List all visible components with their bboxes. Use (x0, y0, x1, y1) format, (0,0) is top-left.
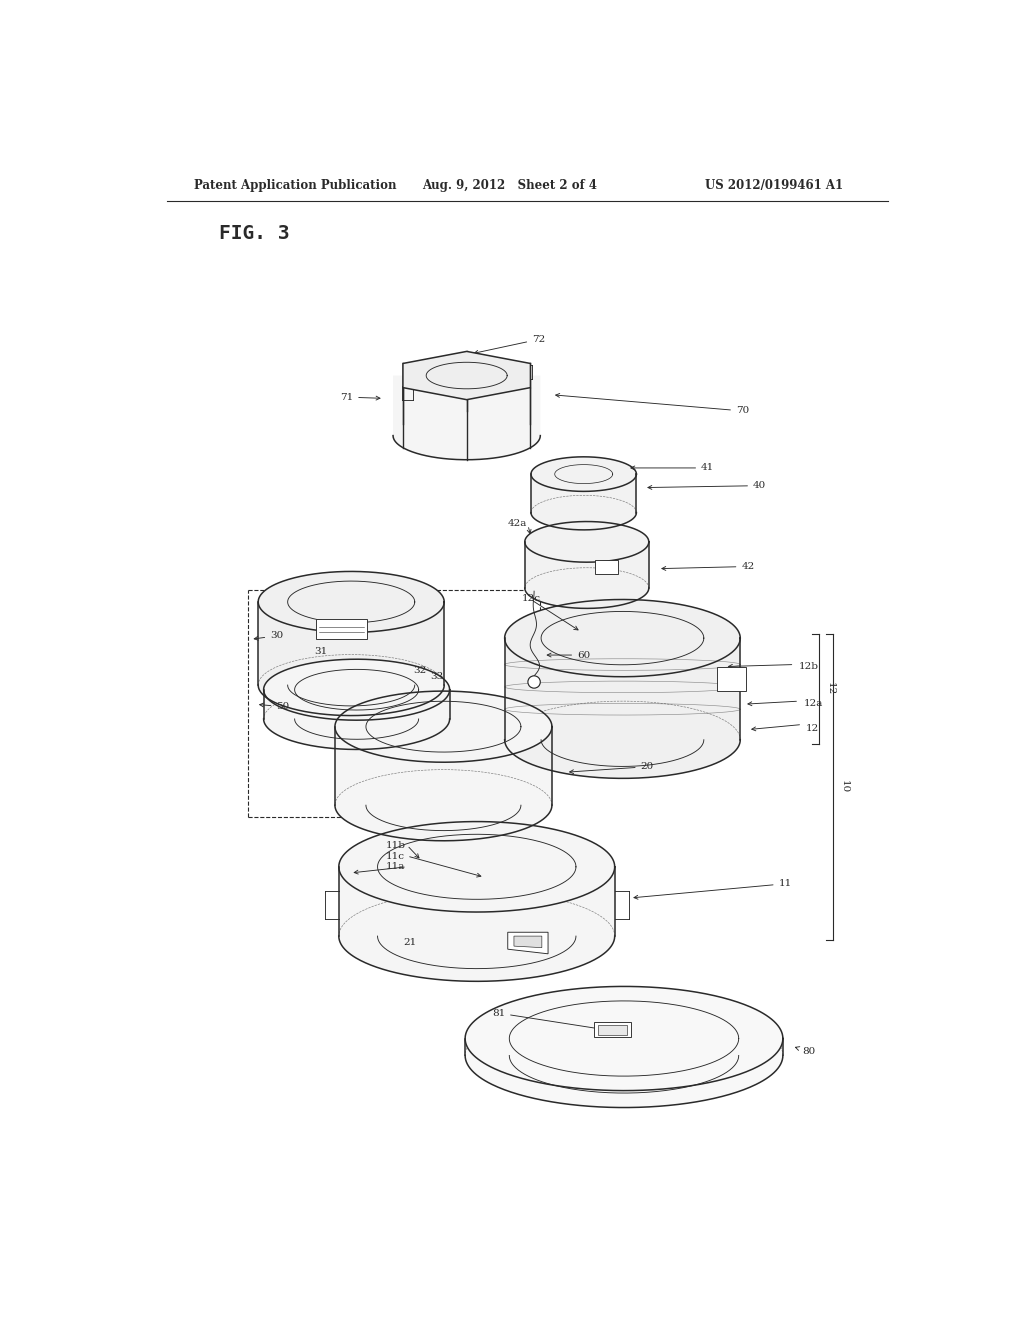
Polygon shape (335, 692, 552, 841)
Text: 11b: 11b (385, 841, 406, 850)
Text: 20: 20 (569, 762, 654, 774)
Text: 71: 71 (340, 392, 380, 401)
Text: 41: 41 (631, 463, 715, 473)
Polygon shape (258, 572, 444, 715)
Text: 72: 72 (474, 335, 546, 354)
Text: FIG. 3: FIG. 3 (219, 224, 290, 243)
Polygon shape (402, 351, 530, 400)
Polygon shape (505, 599, 740, 677)
Polygon shape (258, 572, 444, 632)
Polygon shape (393, 376, 541, 459)
Text: 12c: 12c (521, 594, 541, 602)
Text: US 2012/0199461 A1: US 2012/0199461 A1 (706, 178, 844, 191)
Text: 81: 81 (492, 1008, 608, 1031)
Polygon shape (525, 521, 649, 562)
Polygon shape (598, 1026, 627, 1035)
Text: 12: 12 (806, 723, 819, 733)
Polygon shape (508, 932, 548, 954)
Polygon shape (531, 457, 636, 529)
Polygon shape (339, 821, 614, 912)
Polygon shape (335, 692, 552, 762)
Text: 30: 30 (254, 631, 284, 640)
Polygon shape (316, 619, 367, 639)
Text: 40: 40 (648, 482, 766, 490)
Text: 12: 12 (825, 682, 835, 696)
Polygon shape (263, 659, 450, 721)
Text: 11a: 11a (385, 862, 404, 871)
Text: 80: 80 (796, 1047, 815, 1056)
Polygon shape (717, 667, 746, 690)
Text: 42a: 42a (508, 519, 527, 528)
Text: 21: 21 (403, 937, 417, 946)
Text: 50: 50 (260, 702, 290, 711)
Polygon shape (524, 521, 649, 609)
Text: 22: 22 (369, 711, 382, 721)
Text: 32: 32 (414, 667, 426, 676)
Text: 10: 10 (840, 780, 849, 793)
Text: 11c: 11c (385, 851, 404, 861)
Polygon shape (465, 986, 783, 1107)
Polygon shape (594, 1022, 631, 1038)
Text: 31: 31 (314, 647, 328, 656)
Circle shape (528, 676, 541, 688)
Text: 33: 33 (430, 672, 443, 681)
Polygon shape (263, 659, 450, 750)
Text: Patent Application Publication: Patent Application Publication (194, 178, 396, 191)
Text: 42: 42 (662, 562, 755, 572)
Polygon shape (465, 986, 783, 1090)
Polygon shape (531, 457, 636, 491)
Text: 12b: 12b (799, 663, 819, 671)
Polygon shape (514, 936, 542, 948)
Text: 11: 11 (634, 879, 792, 899)
Text: 70: 70 (556, 393, 750, 416)
Text: Aug. 9, 2012   Sheet 2 of 4: Aug. 9, 2012 Sheet 2 of 4 (423, 178, 597, 191)
Polygon shape (505, 599, 740, 779)
Polygon shape (339, 821, 614, 981)
Polygon shape (595, 561, 617, 574)
Text: 60: 60 (547, 651, 590, 660)
Text: 12a: 12a (804, 698, 823, 708)
